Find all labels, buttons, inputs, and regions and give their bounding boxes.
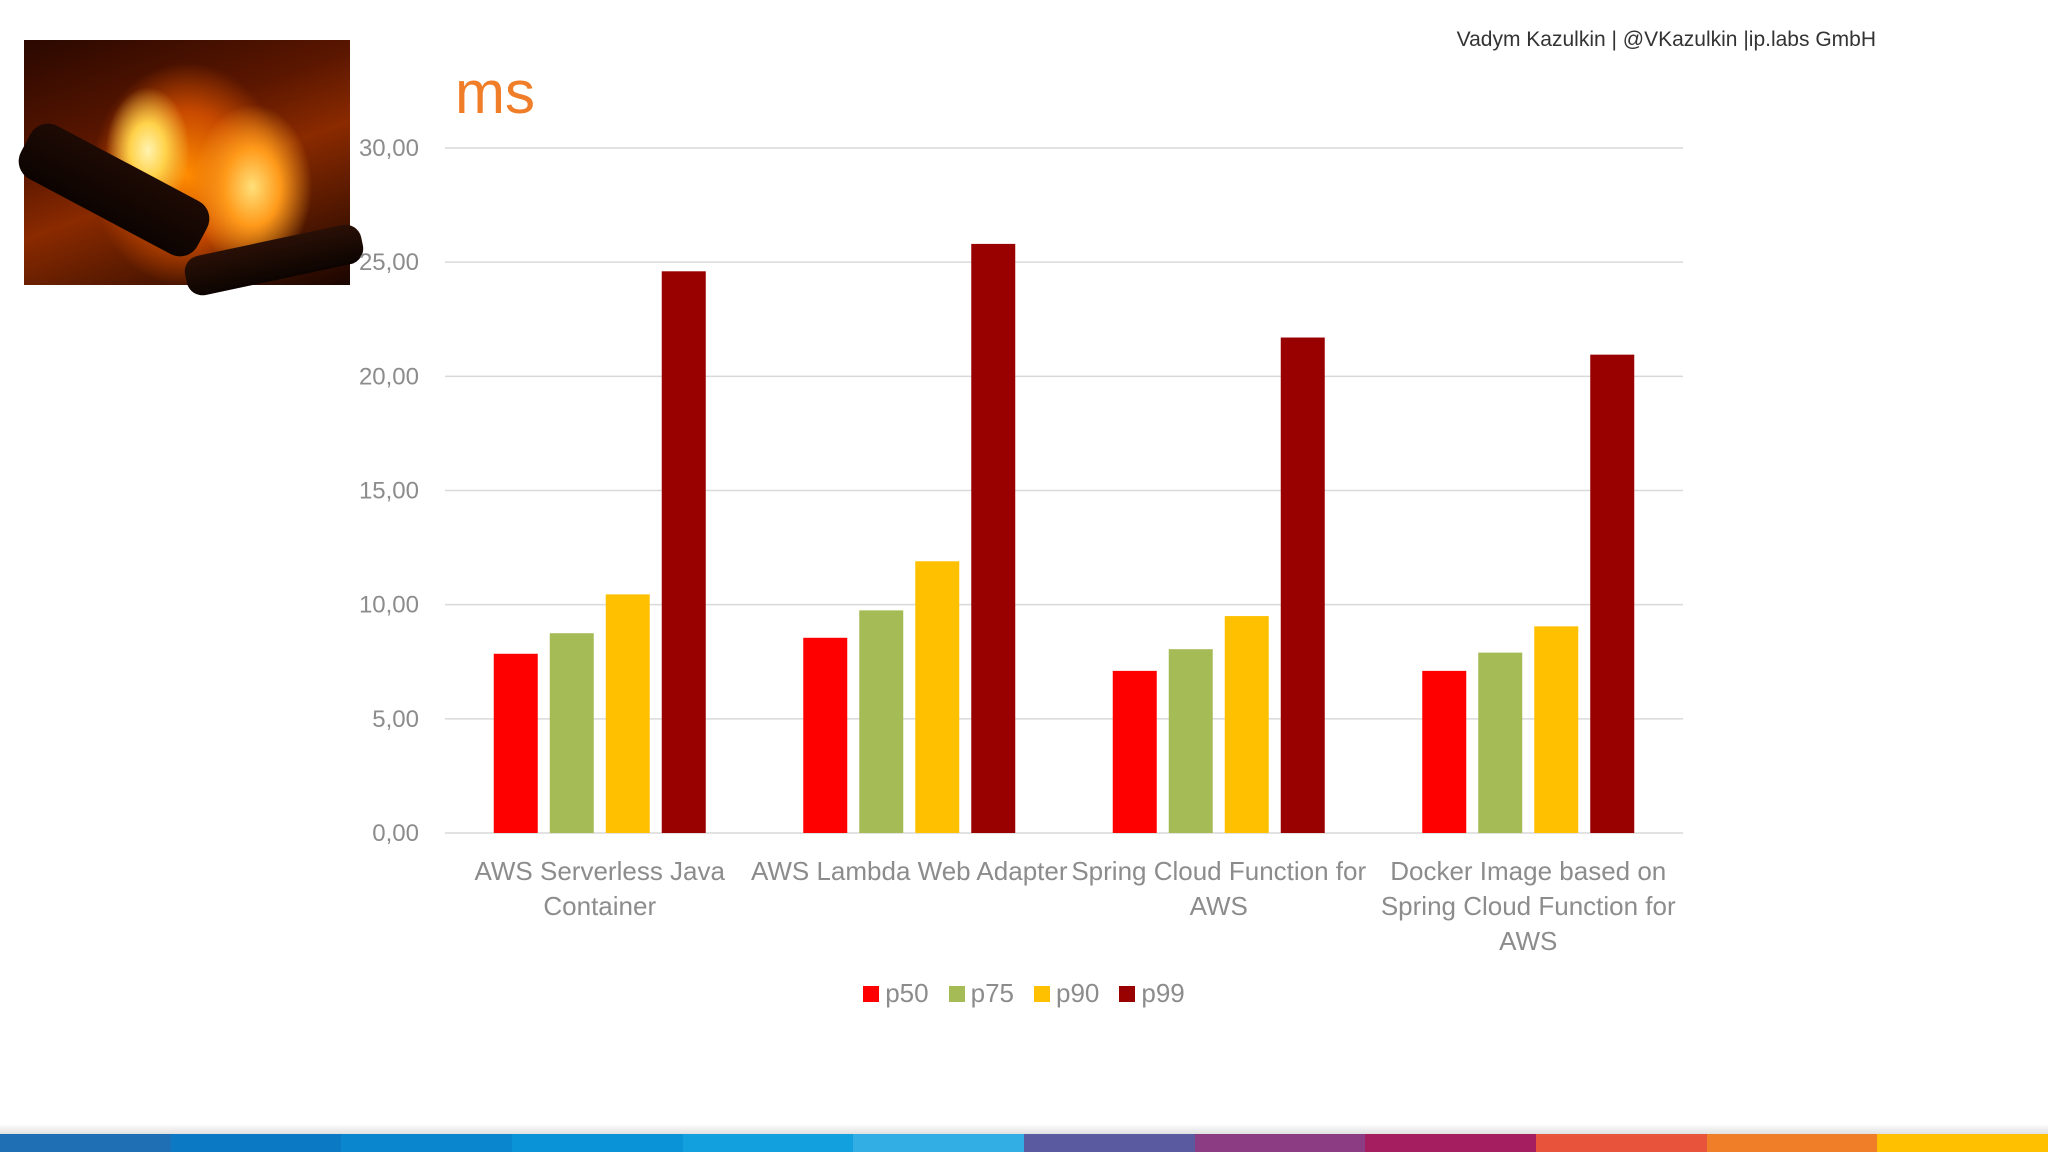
y-tick-label: 15,00 <box>359 478 419 505</box>
x-category-label: AWS Serverless Java Container <box>475 856 726 921</box>
bar-p99 <box>661 271 706 833</box>
legend-swatch <box>863 985 880 1002</box>
bar-p50 <box>803 637 848 833</box>
bar-p75 <box>1478 652 1523 833</box>
y-tick-label: 10,00 <box>359 592 419 619</box>
bar-p75 <box>1168 649 1213 833</box>
stripe-segment <box>0 1134 171 1152</box>
legend-swatch <box>1034 985 1050 1002</box>
bar-p50 <box>493 653 538 833</box>
legend-swatch <box>1119 985 1136 1002</box>
stripe-segment <box>1706 1134 1878 1152</box>
y-tick-label: 30,00 <box>359 135 419 162</box>
bar-p99 <box>1590 354 1635 833</box>
bar-p50 <box>1422 670 1467 833</box>
bar-p90 <box>1224 616 1269 833</box>
chart-legend: p50 p75 p90 p99 <box>0 978 2048 1009</box>
legend-label: p50 <box>885 978 929 1008</box>
x-category-label: Spring Cloud Function for AWS <box>1071 856 1366 921</box>
stripe-segment <box>170 1134 342 1152</box>
bar-p90 <box>1534 626 1579 833</box>
legend-item-p50: p50 <box>863 978 929 1009</box>
y-tick-label: 5,00 <box>372 706 419 733</box>
stripe-segment <box>1024 1134 1195 1152</box>
legend-label: p90 <box>1056 978 1100 1008</box>
legend-item-p90: p90 <box>1034 978 1099 1009</box>
bar-p99 <box>1280 337 1325 833</box>
x-category-label: Docker Image based on Spring Cloud Functi… <box>1381 856 1676 956</box>
y-axis-unit-label: ms <box>455 59 535 126</box>
stripe-segment <box>512 1134 683 1152</box>
stripe-segment <box>1365 1134 1537 1152</box>
bar-p75 <box>549 633 594 833</box>
stripe-segment <box>682 1134 854 1152</box>
author-credit: Vadym Kazulkin | @VKazulkin |ip.labs Gmb… <box>1456 28 1876 51</box>
stripe-segment <box>1194 1134 1366 1152</box>
legend-label: p99 <box>1141 978 1185 1008</box>
footer-shadow <box>0 1124 2048 1134</box>
y-tick-label: 0,00 <box>372 820 419 847</box>
x-category-label: AWS Lambda Web Adapter <box>751 856 1068 886</box>
bar-p90 <box>605 594 650 833</box>
footer-color-stripe <box>0 1134 2048 1152</box>
legend-label: p75 <box>970 978 1014 1008</box>
stripe-segment <box>853 1134 1025 1152</box>
legend-item-p75: p75 <box>948 978 1014 1009</box>
legend-swatch <box>948 985 965 1002</box>
stripe-segment <box>1877 1134 2048 1152</box>
bar-p99 <box>971 243 1016 833</box>
y-tick-label: 20,00 <box>359 363 419 390</box>
bar-p50 <box>1112 670 1157 833</box>
stripe-segment <box>1536 1134 1707 1152</box>
fire-photo <box>11 40 367 299</box>
bar-p90 <box>915 561 960 833</box>
stripe-segment <box>341 1134 513 1152</box>
bar-p75 <box>859 610 904 833</box>
legend-item-p99: p99 <box>1119 978 1185 1009</box>
y-tick-label: 25,00 <box>359 249 419 276</box>
